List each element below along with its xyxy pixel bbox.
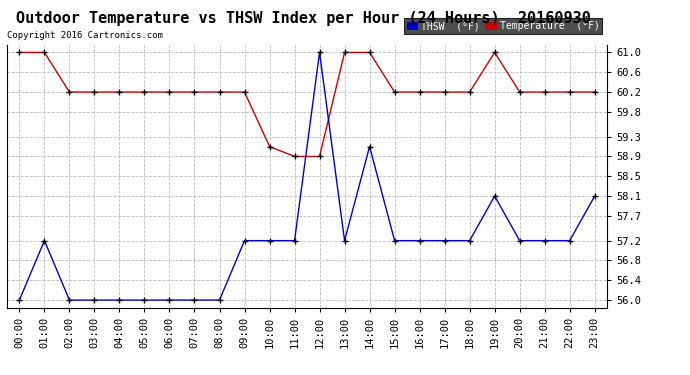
Text: Outdoor Temperature vs THSW Index per Hour (24 Hours)  20160930: Outdoor Temperature vs THSW Index per Ho… xyxy=(16,11,591,26)
Legend: THSW  (°F), Temperature  (°F): THSW (°F), Temperature (°F) xyxy=(404,18,602,34)
Text: Copyright 2016 Cartronics.com: Copyright 2016 Cartronics.com xyxy=(7,31,163,40)
